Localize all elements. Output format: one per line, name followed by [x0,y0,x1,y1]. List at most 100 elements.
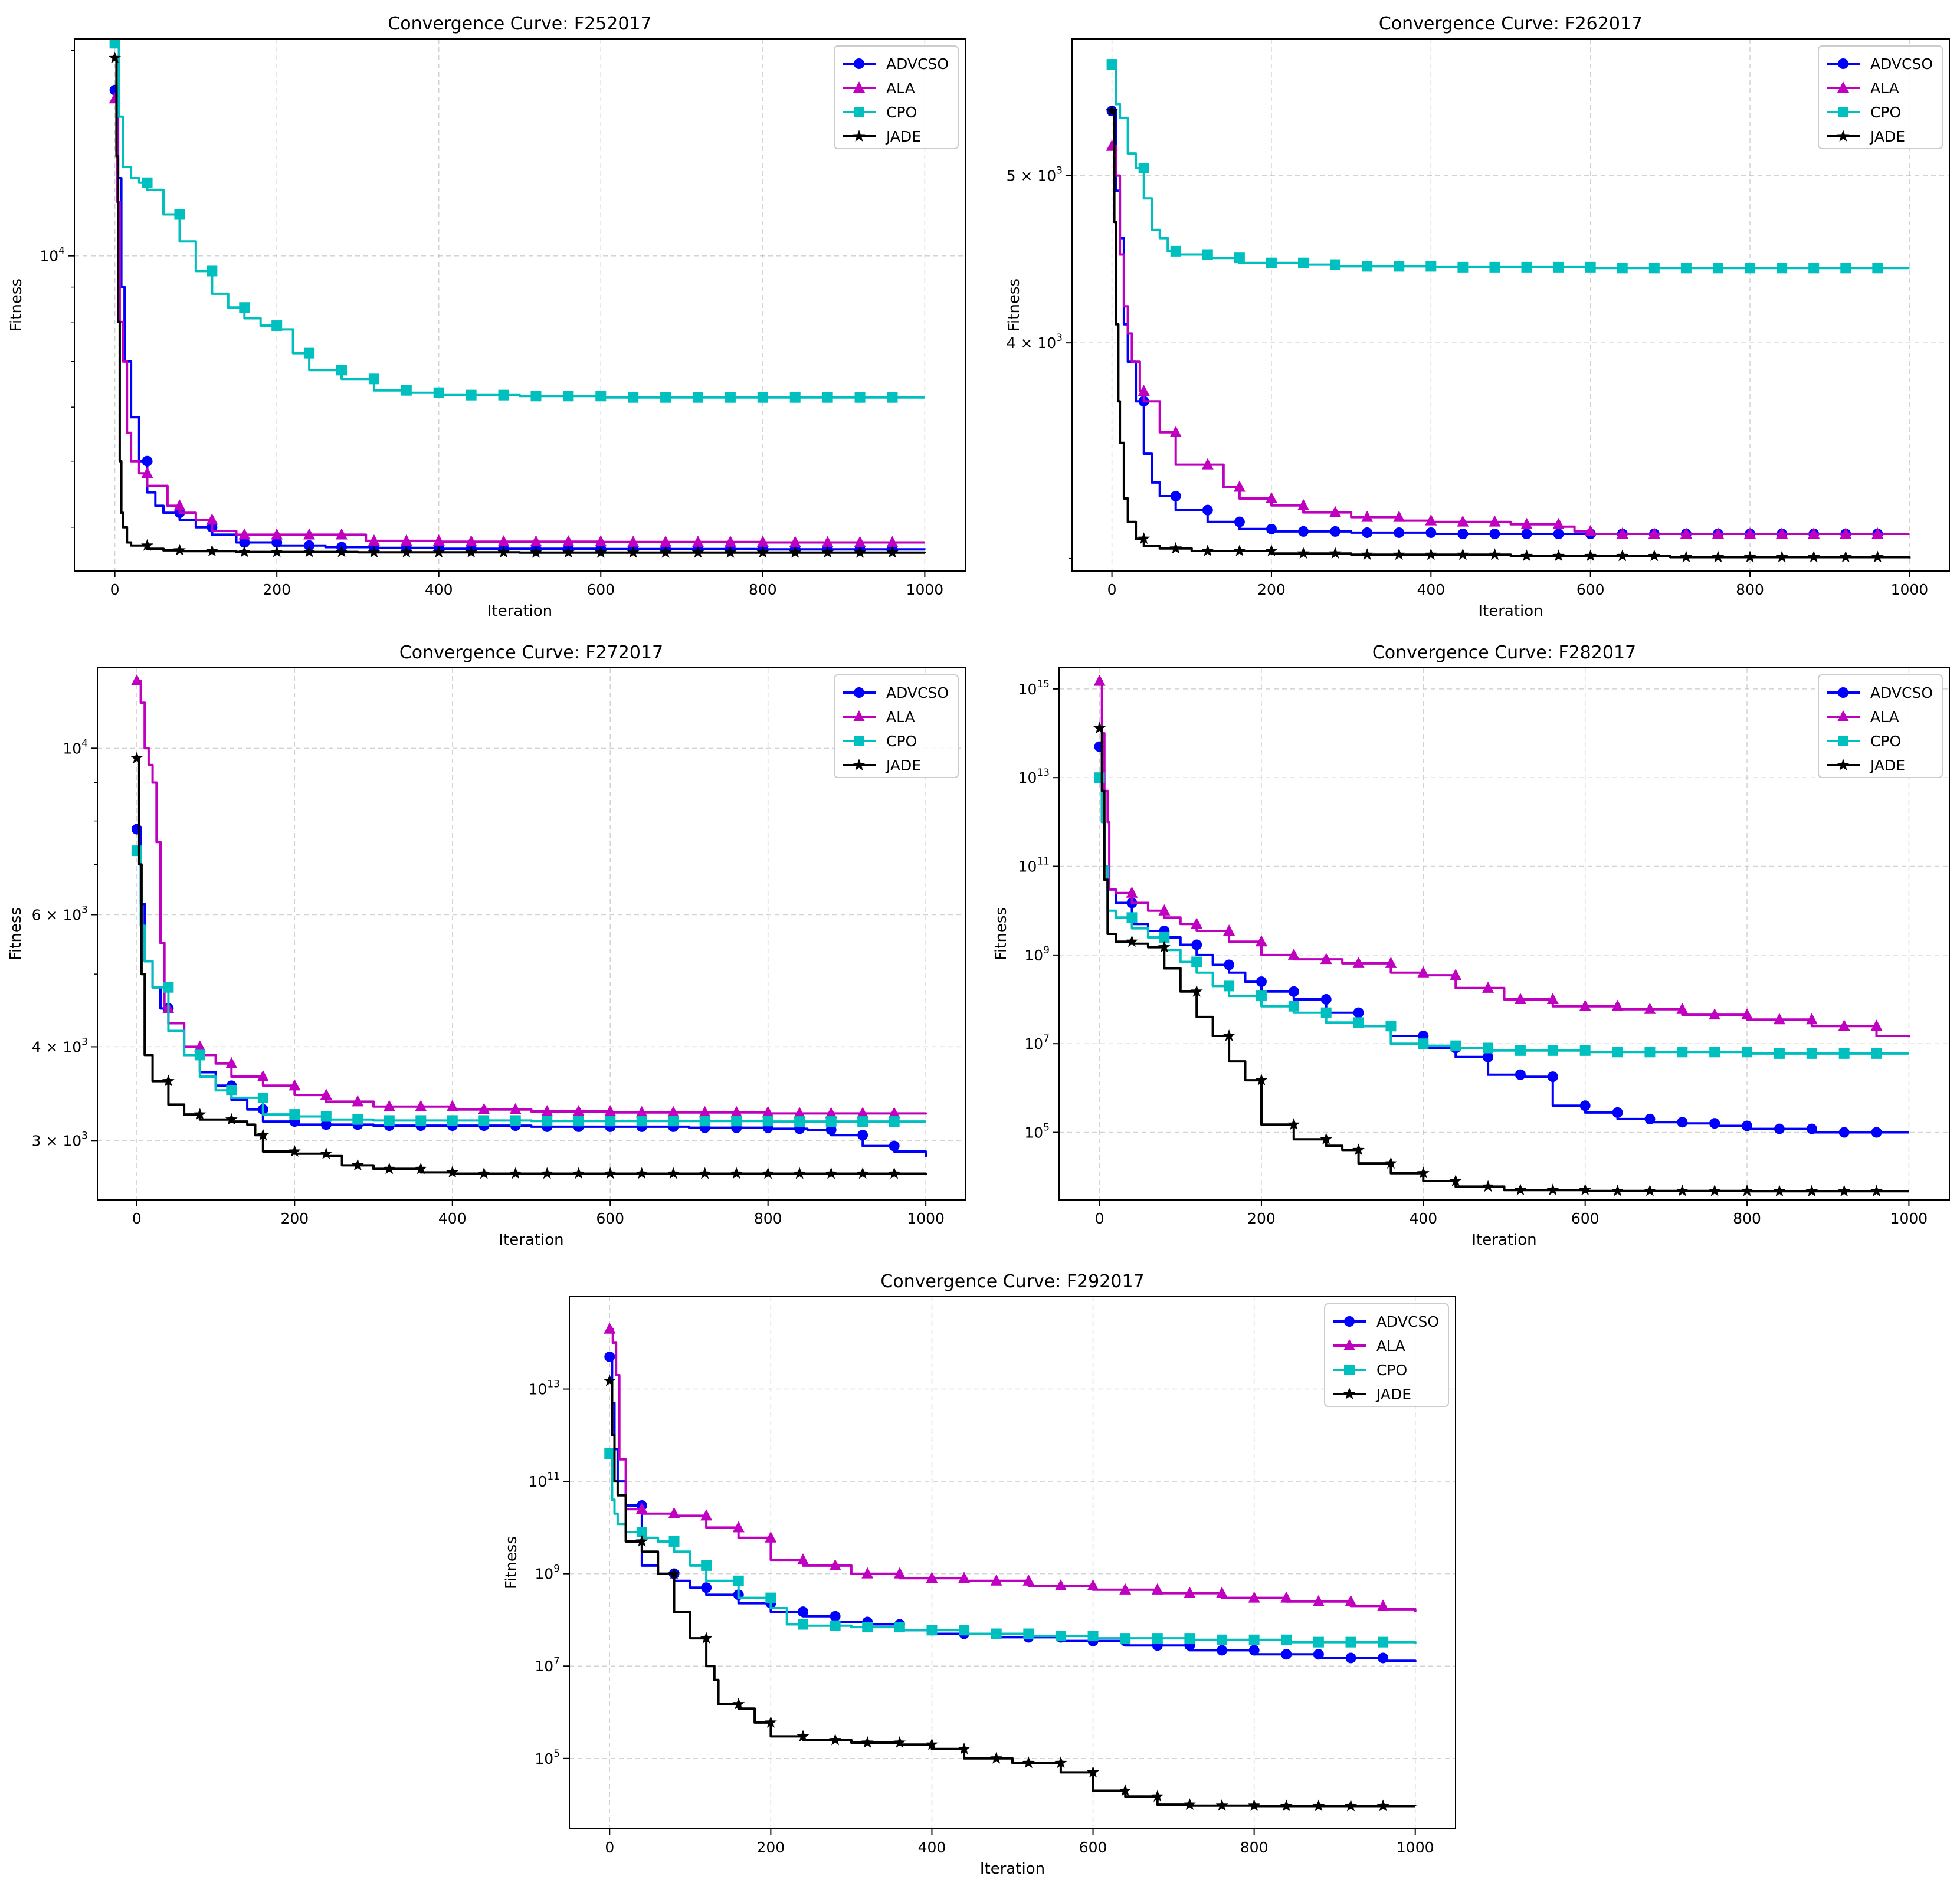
legend-label: ADVCSO [1376,1313,1439,1330]
legend-item-jade: JADE [843,757,921,774]
data-point-cpo [1126,912,1138,923]
data-point-ala [1552,517,1565,529]
y-axis: 3 × 103 4 × 103 6 × 103 104 [32,737,97,1149]
data-point-advcso [1871,1127,1882,1138]
data-point-jade [1248,1799,1261,1811]
data-point-jade [141,539,153,551]
data-point-ala [238,528,251,540]
legend-marker [1838,107,1848,117]
series-group [1093,674,1910,1197]
data-point-cpo [660,392,671,403]
data-point-advcso [1330,526,1341,537]
x-tick-label: 0 [1095,1210,1104,1227]
data-point-cpo [542,1116,553,1127]
data-point-cpo [926,1625,938,1636]
data-point-cpo [889,1116,900,1127]
data-point-advcso [1774,1123,1785,1134]
data-point-ala [699,1106,711,1117]
data-point-advcso [1234,516,1245,527]
data-point-ala [1201,458,1214,470]
data-point-cpo [1184,1633,1195,1644]
data-point-jade [1482,1180,1494,1192]
data-point-jade [732,1697,745,1710]
data-point-advcso [1425,527,1437,538]
data-point-cpo [1288,1001,1299,1012]
plot-area [569,1297,1456,1829]
data-point-jade [1022,1756,1035,1769]
data-point-jade [1297,547,1310,559]
data-point-ala [130,674,143,686]
legend-marker [1837,759,1850,770]
data-point-cpo [1138,162,1149,173]
data-point-ala [692,535,704,547]
data-point-ala [1054,1579,1067,1590]
x-tick-label: 400 [438,1210,467,1227]
y-tick-label: 1011 [1018,856,1050,875]
data-point-ala [1329,506,1342,517]
data-point-ala [1838,1019,1850,1031]
data-point-jade [1743,550,1756,563]
data-point-cpo [1023,1628,1034,1639]
data-point-cpo [1394,261,1405,272]
series-group [130,674,927,1179]
data-point-jade [1087,1766,1099,1778]
data-point-advcso [1644,1113,1656,1124]
data-point-cpo [1170,245,1181,257]
data-point-advcso [830,1611,841,1622]
data-point-jade [1584,549,1597,562]
legend-label: JADE [885,757,921,774]
legend: ADVCSO ALA CPO JADE [1818,45,1943,149]
data-point-jade [861,1736,874,1748]
y-tick-label: 3 × 103 [32,1130,88,1149]
data-point-cpo [1742,1047,1753,1058]
data-point-jade [1158,940,1171,953]
data-point-ala [595,535,607,547]
data-point-jade [1514,1183,1527,1196]
data-point-cpo [1353,1017,1364,1028]
legend-marker [854,58,864,69]
data-point-ala [635,1503,648,1514]
data-point-advcso [1353,1007,1364,1018]
data-point-jade [1054,1756,1067,1769]
data-point-jade [194,1108,207,1120]
data-point-cpo [563,391,574,402]
data-point-cpo [1774,1048,1785,1059]
data-point-cpo [1872,263,1883,274]
data-point-ala [465,535,477,547]
data-point-ala [1216,1586,1228,1598]
data-point-advcso [1362,527,1373,538]
data-point-advcso [889,1140,900,1152]
data-point-jade [1676,1184,1689,1196]
x-tick-label: 200 [1257,581,1286,598]
data-point-ala [141,467,153,478]
data-point-jade [1579,1183,1592,1196]
data-point-cpo [289,1109,300,1120]
data-point-cpo [1281,1634,1292,1645]
data-point-jade [270,545,283,557]
legend-label: CPO [886,104,917,121]
data-point-ala [1776,527,1788,539]
data-point-cpo [1191,956,1202,967]
data-point-ala [572,1105,585,1117]
data-point-advcso [320,1119,332,1130]
data-point-jade [854,546,866,558]
data-point-cpo [1838,1048,1850,1059]
data-point-cpo [1648,263,1660,274]
legend-item-advcso: ADVCSO [843,684,949,701]
legend-box [834,45,959,149]
data-point-cpo [1644,1047,1656,1058]
data-point-ala [1320,953,1332,965]
data-point-ala [1312,1595,1325,1606]
x-axis-label: Iteration [1471,1231,1536,1249]
legend-label: CPO [1870,104,1901,121]
legend-label: CPO [1376,1362,1407,1379]
legend-marker [1343,1388,1356,1399]
data-point-advcso [1547,1071,1558,1083]
data-point-ala [1870,1019,1883,1031]
data-point-jade [1222,1029,1235,1041]
legend: ADVCSO ALA CPO JADE [1324,1303,1449,1407]
data-point-jade [572,1167,585,1179]
x-tick-label: 400 [918,1839,946,1856]
data-point-ala [1119,1583,1132,1595]
data-point-ala [1087,1579,1099,1590]
